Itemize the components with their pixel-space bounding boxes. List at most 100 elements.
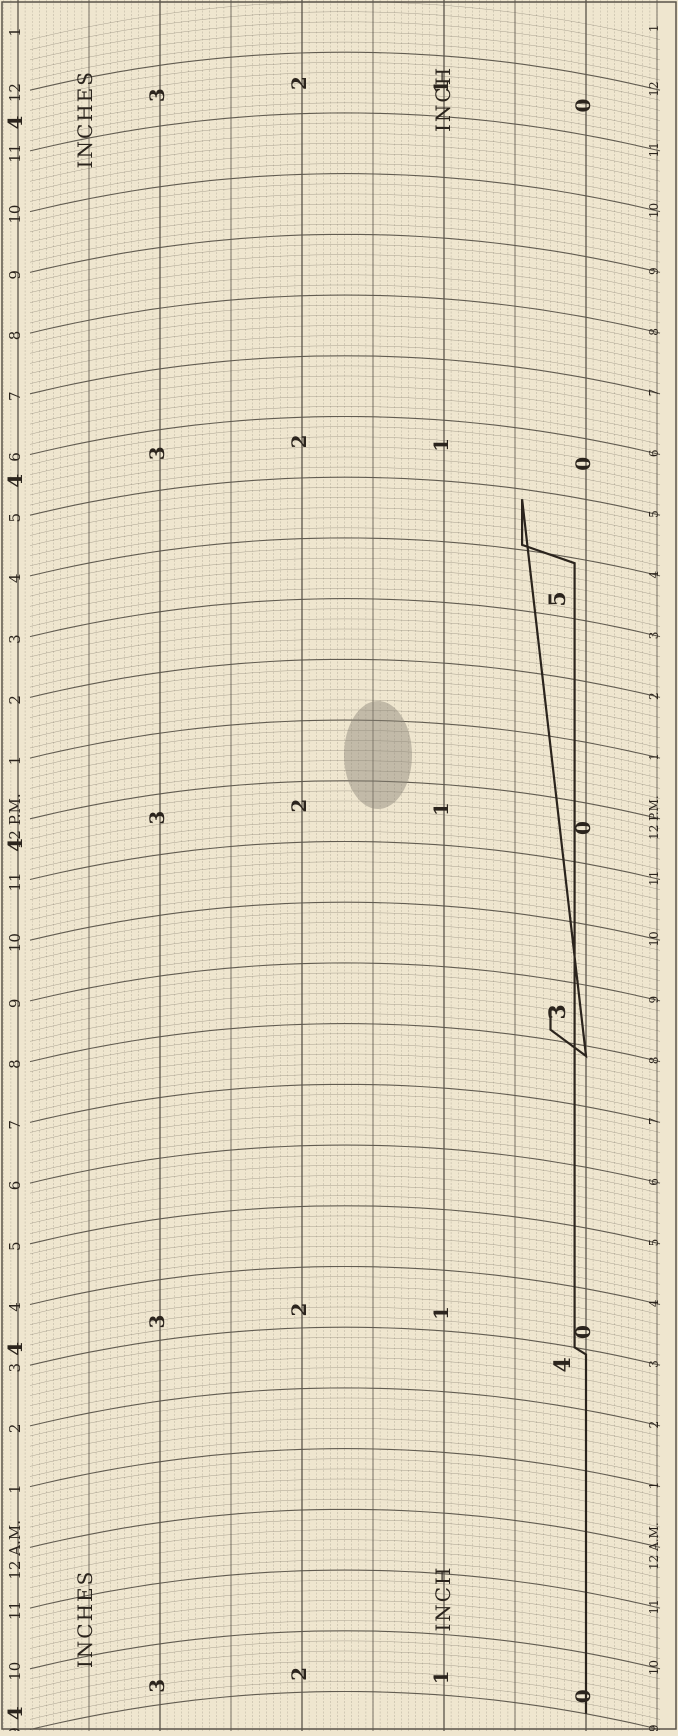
ten-minute-line [29,1134,661,1174]
hour-label: 4 [647,571,661,579]
hour-label: 8 [6,331,24,341]
ten-minute-line [29,315,661,354]
hour-label: 9 [647,996,661,1004]
hour-label: 6 [647,449,661,457]
ten-minute-line [29,1286,661,1325]
ten-minute-line [29,183,661,222]
hour-label: 3 [647,632,661,640]
ten-minute-line [29,1650,661,1690]
ten-minute-line [29,608,661,647]
ten-minute-line [29,1367,661,1406]
ten-minute-line [29,1337,661,1376]
ten-minute-line [29,426,661,465]
inch-tick-label: 1 [429,438,453,452]
annotations: 4 5 3 [344,591,576,1372]
ten-minute-line [29,396,661,435]
ten-minute-line [29,122,661,162]
ten-minute-line [29,153,661,192]
hour-label: 7 [6,391,24,401]
ten-minute-line [29,1579,661,1619]
hour-label: 3 [6,1363,24,1373]
ten-minute-line [29,1276,661,1315]
ten-minute-line [29,82,661,121]
ten-minute-line [29,709,661,749]
axis-unit-label: INCH [431,66,455,132]
hour-label: 2 [6,695,24,705]
ten-minute-line [29,1185,661,1224]
hour-label: 5 [647,1239,661,1247]
ten-minute-line [29,1498,661,1538]
ten-minute-line [29,557,661,597]
ten-minute-line [29,1053,661,1093]
ten-minute-line [29,203,661,243]
ten-minute-line [29,1104,661,1143]
hour-line [29,51,661,91]
hour-line [29,1023,661,1063]
axis-unit-label: INCHES [73,1570,97,1668]
ten-minute-line [29,1063,661,1103]
ten-minute-line [29,1428,661,1467]
hour-label: 9 [6,999,24,1009]
axis-unit-label: INCH [431,1566,455,1632]
ten-minute-line [29,193,661,233]
hour-label: 1 [647,24,661,32]
ten-minute-line [29,922,661,961]
inch-tick-label: 4 [3,838,27,852]
ten-minute-line [29,1316,661,1356]
hour-label: 5 [647,510,661,518]
hour-label: 8 [6,1059,24,1069]
hour-label: 3 [647,1360,661,1368]
ten-minute-line [29,821,661,860]
hour-line [29,1448,661,1488]
ten-minute-line [29,497,661,536]
ten-minute-line [29,375,661,415]
ten-minute-line [29,1600,661,1639]
hour-label: 11 [6,872,24,891]
paper-stain [344,701,412,809]
ten-minute-line [29,163,661,202]
ten-minute-line [29,861,661,900]
ten-minute-line [29,740,661,779]
hour-label: 9 [6,270,24,280]
inch-tick-label: 0 [571,1325,595,1339]
hour-line [29,1083,661,1123]
inch-tick-label: 3 [145,446,169,460]
hour-label: 9 [6,1727,24,1731]
annotation-label: 4 [550,1357,576,1372]
ten-minute-line [29,335,661,374]
hour-label: 12 [6,83,24,102]
ten-minute-line [29,456,661,496]
ten-minute-line [29,972,661,1012]
inch-tick-label: 2 [287,799,311,813]
ten-minute-line [29,1165,661,1204]
inch-tick-label: 1 [429,1670,453,1684]
ten-minute-line [29,729,661,769]
hour-label: 5 [6,1241,24,1251]
ten-minute-line [29,1640,661,1680]
ten-minute-line [29,638,661,678]
hour-line [29,1508,661,1548]
ten-minute-line [29,800,661,840]
hour-line [29,1630,661,1670]
ten-minute-line [29,831,661,870]
hour-line [29,1144,661,1184]
hour-line [29,1569,661,1609]
ten-minute-line [29,325,661,364]
hour-label: 9 [647,267,661,275]
ten-minute-line [29,699,661,738]
ten-minute-line [29,1488,661,1528]
hour-label: 8 [647,1057,661,1065]
ten-minute-line [29,689,661,728]
inch-tick-label: 2 [287,76,311,90]
ten-minute-line [29,851,661,890]
ten-minute-line [29,31,661,71]
inch-tick-label: 4 [3,474,27,488]
ten-minute-line [29,436,661,475]
inch-tick-label: 0 [571,1689,595,1703]
ten-minute-line [29,1671,661,1710]
inch-tick-label: 3 [145,1315,169,1329]
ten-minute-line [29,264,661,303]
hour-line [29,658,661,698]
